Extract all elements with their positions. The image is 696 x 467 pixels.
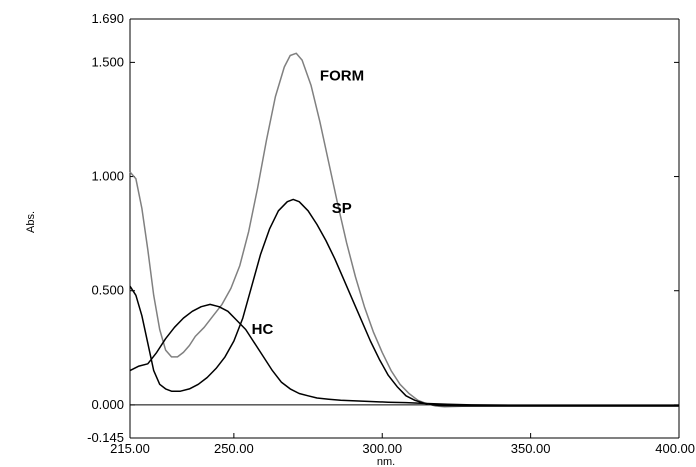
y-tick-label: 1.690 <box>91 11 124 26</box>
series-layer <box>129 52 679 408</box>
x-tick-label: 250.00 <box>214 441 254 456</box>
y-tick-label: -0.145 <box>87 430 124 445</box>
series-label-sp: SP <box>332 200 352 217</box>
x-axis-title: nm. <box>377 456 395 467</box>
y-tick-label: 0.000 <box>91 397 124 412</box>
x-tick-label: 215.00 <box>110 441 150 456</box>
series-line-hc <box>129 303 679 407</box>
x-tick-label: 300.00 <box>362 441 402 456</box>
series-line-form <box>129 52 679 408</box>
plot-frame <box>129 18 680 439</box>
series-line-sp <box>129 198 679 407</box>
x-tick-label: 350.00 <box>511 441 551 456</box>
y-axis-ticks: -0.145 0.000 0.500 1.000 1.500 1.690 <box>87 11 679 445</box>
y-axis-title: Abs. <box>25 211 37 233</box>
series-label-form: FORM <box>320 68 364 85</box>
x-axis-ticks: 215.00 250.00 300.00 350.00 400.00 <box>110 433 695 456</box>
y-tick-label: 1.500 <box>91 54 124 69</box>
series-labels: FORM SP HC <box>252 68 364 338</box>
series-label-hc: HC <box>252 321 274 338</box>
y-tick-label: 1.000 <box>91 169 124 184</box>
x-tick-label: 400.00 <box>655 441 695 456</box>
y-tick-label: 0.500 <box>91 283 124 298</box>
